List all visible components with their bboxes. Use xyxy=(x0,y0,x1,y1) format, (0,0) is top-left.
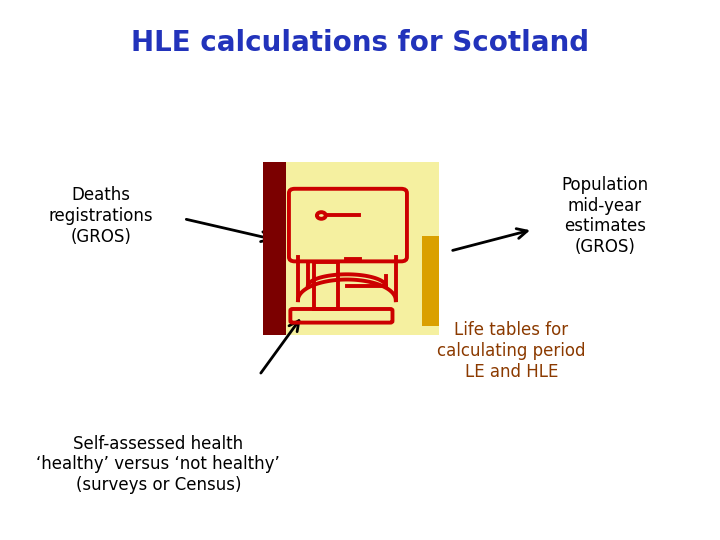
Bar xyxy=(422,237,439,326)
Bar xyxy=(263,162,439,335)
Text: HLE calculations for Scotland: HLE calculations for Scotland xyxy=(131,29,589,57)
Text: Population
mid-year
estimates
(GROS): Population mid-year estimates (GROS) xyxy=(561,176,649,256)
Text: Deaths
registrations
(GROS): Deaths registrations (GROS) xyxy=(48,186,153,246)
Bar xyxy=(263,162,286,335)
Text: Self-assessed health
‘healthy’ versus ‘not healthy’
(surveys or Census): Self-assessed health ‘healthy’ versus ‘n… xyxy=(37,435,280,494)
Text: Life tables for
calculating period
LE and HLE: Life tables for calculating period LE an… xyxy=(437,321,585,381)
Bar xyxy=(314,262,338,309)
